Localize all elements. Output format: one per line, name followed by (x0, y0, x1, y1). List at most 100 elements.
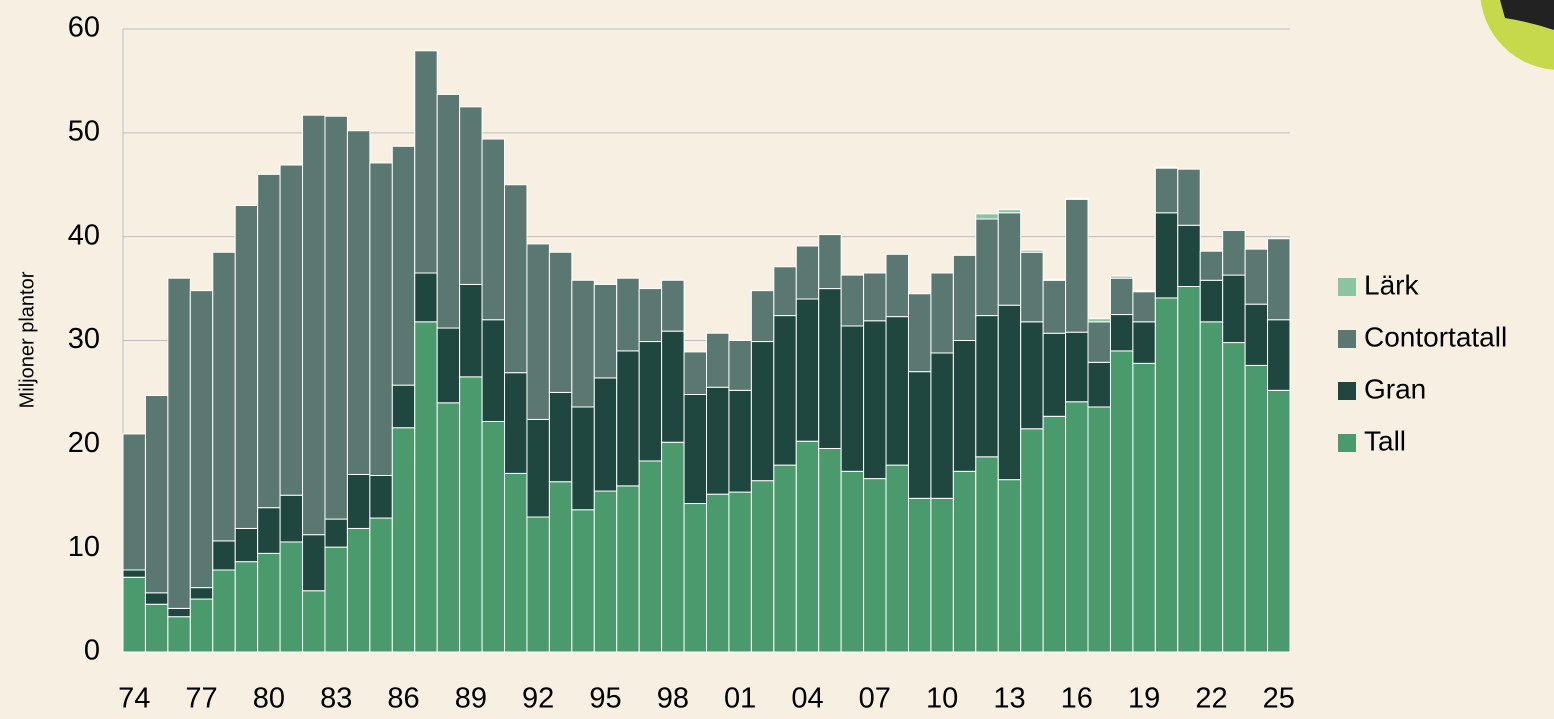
bar-segment (1020, 321, 1044, 430)
x-tick-label: 86 (387, 683, 419, 715)
bar-segment (1222, 229, 1246, 276)
bar-segment (526, 418, 550, 518)
bar-segment (212, 540, 236, 571)
bar-segment (1154, 297, 1179, 653)
bar-segment (1177, 168, 1201, 226)
legend-swatch (1338, 278, 1356, 296)
bar-segment (1222, 274, 1246, 344)
bar-segment (1065, 401, 1089, 653)
bar-segment (1132, 291, 1156, 323)
bar-segment (907, 497, 932, 653)
y-tick-label: 30 (68, 323, 100, 355)
bar-segment (818, 234, 842, 290)
bar-segment (144, 395, 169, 594)
bar-segment (212, 569, 236, 653)
bar-segment (638, 288, 663, 343)
x-tick-label: 25 (1263, 683, 1295, 715)
x-tick-label: 13 (993, 683, 1025, 715)
bar-segment (1042, 332, 1067, 417)
bar-segment (324, 546, 348, 653)
bar-segment (459, 376, 483, 653)
bar-segment (391, 427, 416, 653)
bar-segment (706, 386, 730, 495)
bar-segment (1087, 318, 1111, 323)
bar-segment (773, 266, 797, 317)
x-tick-label: 10 (926, 683, 958, 715)
bar-segment (346, 473, 371, 529)
bar-segment (1177, 224, 1201, 288)
bar-segment (504, 472, 528, 653)
bar-segment (975, 218, 999, 317)
x-tick-label: 07 (859, 683, 891, 715)
bar-segment (144, 592, 169, 605)
bar-segment (481, 319, 506, 422)
bar-segment (122, 576, 146, 653)
bar-segment (1154, 167, 1179, 214)
x-tick-label: 95 (589, 683, 621, 715)
bar-segment (414, 50, 438, 274)
bar-segment (1109, 277, 1134, 316)
bar-segment (548, 391, 573, 483)
bar-segment (346, 130, 371, 475)
bar-segment (728, 491, 752, 653)
bar-segment (706, 493, 730, 653)
bar-segment (616, 350, 640, 487)
bar-segment (930, 352, 954, 499)
bar-segment (1199, 250, 1224, 281)
legend-label: Gran (1364, 373, 1426, 404)
bar-segment (997, 209, 1022, 214)
y-tick-label: 20 (68, 427, 100, 459)
x-tick-label: 04 (791, 683, 823, 715)
bar-segment (526, 243, 550, 420)
bar-segment (1177, 286, 1201, 653)
bar-segment (930, 497, 954, 653)
bar-segment (257, 507, 281, 554)
bar-segment (279, 164, 304, 496)
bar-segment (683, 393, 707, 505)
bar-segment (1042, 278, 1067, 281)
bar-segment (683, 351, 707, 395)
bar-segment (302, 534, 326, 592)
bar-segment (1267, 238, 1291, 321)
bar-segment (997, 479, 1022, 653)
bar-segment (167, 277, 191, 609)
bar-segment (1087, 406, 1111, 653)
bar-segment (144, 603, 169, 653)
bar-segment (952, 470, 977, 653)
bar-segment (863, 272, 887, 322)
bar-segment (414, 321, 438, 653)
bar-segment (1154, 212, 1179, 299)
x-tick-label: 98 (657, 683, 689, 715)
bar-segment (840, 274, 865, 327)
bar-segment (638, 460, 663, 653)
bar-segment (750, 480, 775, 653)
bar-segment (1087, 321, 1111, 363)
bar-segment (863, 478, 887, 653)
x-tick-label: 01 (724, 683, 756, 715)
bar-segment (997, 304, 1022, 481)
x-tick-label: 89 (455, 683, 487, 715)
bar-segment (167, 607, 191, 618)
bar-segment (638, 341, 663, 462)
bar-segment (1109, 350, 1134, 653)
bar-segment (930, 272, 954, 354)
bar-segment (459, 106, 483, 285)
bar-segment (234, 561, 259, 653)
bar-segment (975, 213, 999, 220)
bar-segment (1109, 275, 1134, 279)
bar-segment (1199, 321, 1224, 653)
y-axis-title: Miljoner plantor (16, 271, 38, 408)
bar-segment (863, 320, 887, 480)
bar-segment (324, 115, 348, 520)
bar-segment (1065, 198, 1089, 333)
bar-segment (279, 541, 304, 653)
bar-segment (795, 298, 820, 442)
bar-segment (1132, 290, 1156, 293)
bar-segment (885, 253, 909, 318)
legend-label: Lärk (1364, 269, 1419, 300)
bar-segment (1020, 251, 1044, 323)
bar-segment (975, 315, 999, 458)
bar-segment (189, 290, 214, 589)
y-tick-label: 60 (68, 12, 100, 44)
